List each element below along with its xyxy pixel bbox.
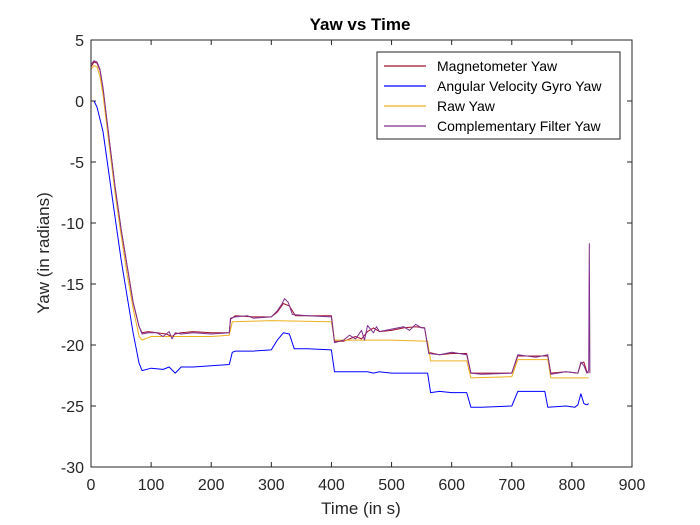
x-tick-label: 900 — [619, 477, 646, 494]
series-line-complementary-filter-yaw — [90, 60, 591, 375]
x-tick-label: 800 — [559, 477, 586, 494]
x-tick-label: 400 — [318, 477, 345, 494]
y-tick-label: 5 — [75, 33, 84, 50]
x-tick-label: 700 — [498, 477, 525, 494]
legend-label: Raw Yaw — [437, 98, 496, 114]
series-line-raw-yaw — [90, 65, 589, 379]
y-tick-label: 0 — [75, 94, 84, 111]
x-tick-label: 100 — [138, 477, 165, 494]
y-tick-label: -20 — [61, 338, 84, 355]
legend: Magnetometer Yaw Angular Velocity Gyro Y… — [376, 51, 621, 140]
series-line-angular-velocity-gyro-yaw — [91, 100, 589, 408]
y-tick-label: -10 — [61, 216, 84, 233]
y-axis-title: Yaw (in radians) — [34, 192, 53, 314]
x-tick-label: 200 — [198, 477, 225, 494]
x-tick-label: 500 — [378, 477, 405, 494]
plot-box — [90, 39, 633, 468]
legend-label: Complementary Filter Yaw — [437, 118, 602, 134]
legend-label: Magnetometer Yaw — [437, 58, 558, 74]
legend-label: Angular Velocity Gyro Yaw — [437, 78, 602, 94]
series-layer — [90, 60, 591, 408]
y-tick-label: -15 — [61, 277, 84, 294]
y-tick-label: -5 — [70, 155, 84, 172]
y-tick-label: -25 — [61, 399, 84, 416]
x-axis-title: Time (in s) — [321, 499, 401, 518]
y-tick-label: -30 — [61, 460, 84, 477]
x-tick-label: 600 — [438, 477, 465, 494]
tick-layer: 0 100 200 300 400 500 600 700 800 900 5 0 -5 -10 -15 -2… — [61, 33, 646, 494]
x-tick-label: 0 — [87, 477, 96, 494]
x-tick-label: 300 — [258, 477, 285, 494]
chart-title: Yaw vs Time — [310, 15, 411, 34]
